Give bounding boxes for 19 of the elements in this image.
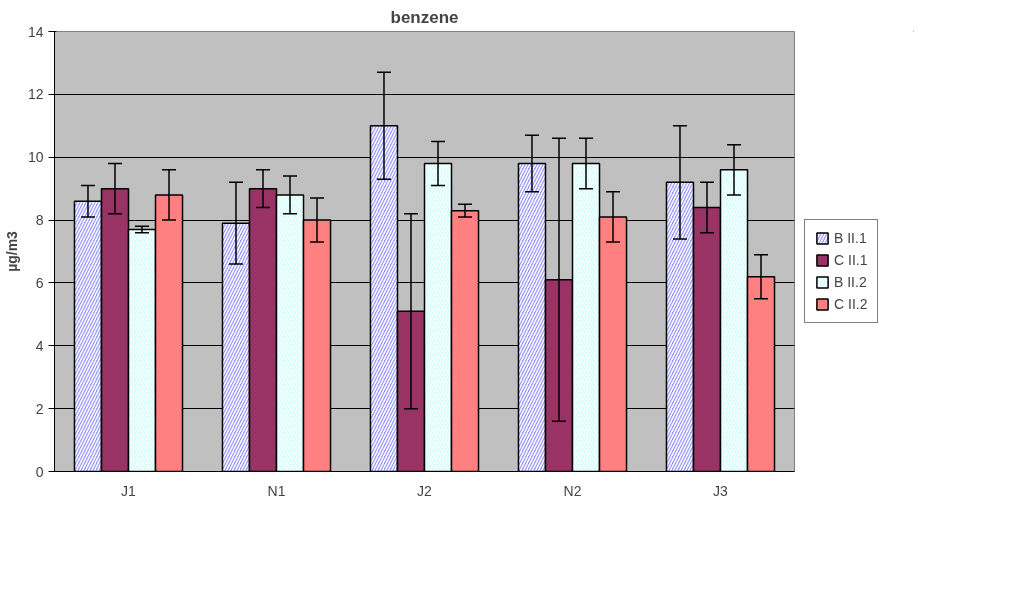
legend-label: B II.2 — [834, 273, 867, 290]
y-tick-label: 8 — [35, 212, 44, 229]
y-tick-label: 2 — [35, 400, 44, 417]
y-tick-label: 4 — [35, 337, 44, 354]
y-tick-label: 10 — [27, 149, 44, 166]
legend-label: C II.1 — [834, 251, 868, 268]
x-tick-label: N2 — [563, 482, 582, 499]
y-axis-title: µg/m3 — [3, 230, 20, 272]
x-tick-label: J2 — [417, 482, 433, 499]
y-tick-label: 12 — [27, 86, 44, 103]
x-tick-label: J1 — [121, 482, 137, 499]
legend-label: B II.1 — [834, 229, 867, 246]
x-tick-label: N1 — [267, 482, 286, 499]
y-tick-label: 14 — [27, 23, 44, 40]
chart-title: benzene — [390, 7, 459, 27]
legend-label: C II.2 — [834, 295, 868, 312]
y-tick-label: 0 — [35, 463, 44, 480]
y-tick-label: 6 — [35, 274, 44, 291]
x-tick-label: J3 — [713, 482, 729, 499]
